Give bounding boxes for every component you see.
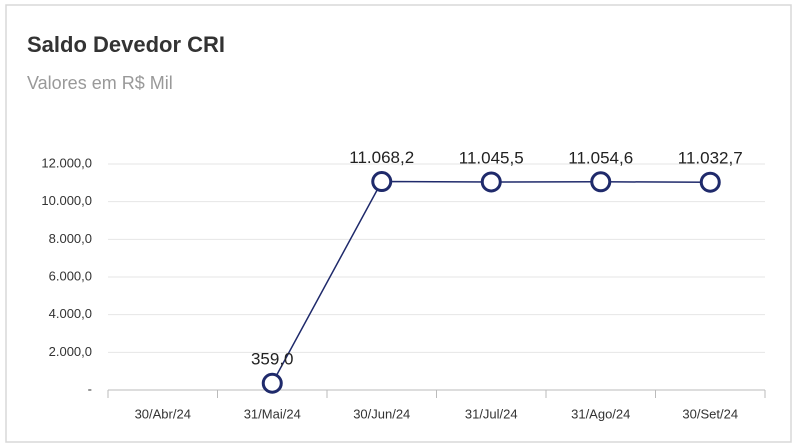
marker: [261, 372, 283, 394]
x-tick-label: 31/Jul/24: [465, 406, 518, 421]
x-tick-label: 30/Abr/24: [135, 406, 191, 421]
chart-title: Saldo Devedor CRI: [27, 32, 225, 57]
data-label: 11.045,5: [459, 148, 524, 167]
marker: [590, 171, 612, 193]
y-tick-label: 2.000,0: [49, 344, 92, 359]
y-tick-label: 4.000,0: [49, 306, 92, 321]
y-tick-label: 12.000,0: [41, 155, 92, 170]
marker: [371, 171, 393, 193]
data-label: 11.054,6: [568, 148, 633, 167]
marker: [480, 171, 502, 193]
y-tick-label: 8.000,0: [49, 231, 92, 246]
y-tick-label: 6.000,0: [49, 268, 92, 283]
marker: [699, 171, 721, 193]
chart-subtitle: Valores em R$ Mil: [27, 73, 173, 93]
card: [5, 4, 792, 443]
x-tick-label: 30/Jun/24: [353, 406, 410, 421]
data-label: 11.068,2: [349, 148, 414, 167]
y-tick-label: -: [88, 381, 92, 396]
y-tick-label: 10.000,0: [41, 193, 92, 208]
data-label: 359,0: [251, 350, 294, 369]
x-tick-label: 31/Mai/24: [244, 406, 301, 421]
data-label: 11.032,7: [678, 149, 743, 168]
x-tick-label: 31/Ago/24: [571, 406, 630, 421]
x-tick-label: 30/Set/24: [682, 406, 738, 421]
